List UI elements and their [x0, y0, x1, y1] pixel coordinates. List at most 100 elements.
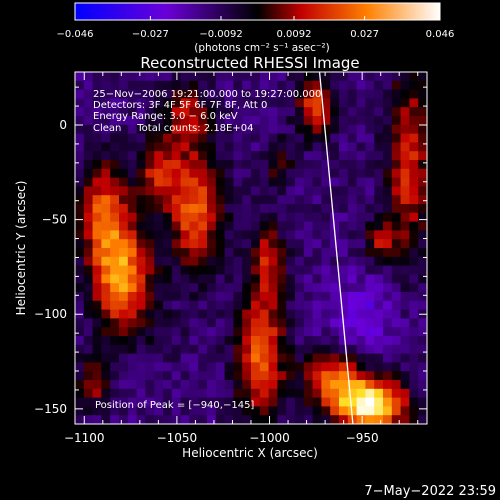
heatmap-cell	[145, 230, 155, 240]
heatmap-cell	[356, 397, 366, 407]
heatmap-cell	[339, 300, 349, 311]
heatmap-cell	[268, 160, 278, 170]
heatmap-cell	[418, 318, 427, 328]
heatmap-cell	[286, 89, 296, 99]
heatmap-cell	[180, 344, 190, 355]
heatmap-cell	[233, 265, 243, 275]
heatmap-cell	[171, 309, 182, 319]
heatmap-cell	[83, 230, 94, 240]
heatmap-cell	[180, 160, 190, 170]
heatmap-cell	[207, 133, 217, 143]
heatmap-cell	[224, 371, 234, 381]
heatmap-cell	[268, 239, 278, 249]
heatmap-cell	[383, 265, 393, 275]
heatmap-cell	[154, 177, 164, 187]
heatmap-cell	[303, 186, 314, 196]
heatmap-cell	[224, 195, 234, 205]
heatmap-cell	[75, 248, 85, 258]
heatmap-cell	[374, 362, 384, 372]
heatmap-cell	[233, 283, 243, 293]
heatmap-cell	[268, 195, 278, 205]
heatmap-cell	[163, 380, 173, 390]
heatmap-cell	[330, 142, 340, 152]
heatmap-cell	[418, 177, 427, 187]
heatmap-cell	[224, 142, 234, 152]
heatmap-cell	[374, 239, 384, 249]
heatmap-cell	[189, 265, 199, 275]
heatmap-cell	[400, 406, 410, 416]
heatmap-cell	[145, 265, 155, 275]
heatmap-cell	[374, 336, 384, 346]
heatmap-cell	[356, 230, 366, 240]
heatmap-cell	[312, 80, 322, 91]
heatmap-cell	[295, 327, 305, 337]
heatmap-cell	[268, 142, 278, 152]
heatmap-cell	[383, 292, 393, 302]
heatmap-cell	[92, 239, 102, 249]
heatmap-cell	[303, 98, 314, 108]
heatmap-cell	[330, 380, 340, 390]
heatmap-cell	[286, 177, 296, 187]
heatmap-cell	[92, 80, 102, 91]
heatmap-cell	[224, 124, 234, 135]
heatmap-cell	[400, 362, 410, 372]
heatmap-cell	[303, 160, 314, 170]
heatmap-cell	[321, 107, 331, 117]
heatmap-cell	[347, 397, 358, 407]
heatmap-cell	[101, 327, 111, 337]
heatmap-cell	[418, 344, 427, 355]
annotation-energy: Energy Range: 3.0 − 6.0 keV	[93, 111, 238, 122]
heatmap-cell	[92, 353, 102, 363]
heatmap-cell	[268, 371, 278, 381]
heatmap-cell	[154, 283, 164, 293]
heatmap-cell	[400, 116, 410, 126]
heatmap-cell	[119, 353, 129, 363]
heatmap-cell	[180, 371, 190, 381]
heatmap-cell	[189, 283, 199, 293]
heatmap-cell	[356, 415, 366, 424]
heatmap-cell	[251, 98, 261, 108]
heatmap-cell	[224, 151, 234, 161]
heatmap-cell	[101, 168, 111, 179]
heatmap-cell	[321, 353, 331, 363]
heatmap-cell	[277, 133, 287, 143]
heatmap-cell	[163, 124, 173, 135]
heatmap-cell	[286, 133, 296, 143]
heatmap-cell	[391, 160, 402, 170]
heatmap-cell	[83, 186, 94, 196]
heatmap-cell	[400, 195, 410, 205]
heatmap-cell	[154, 116, 164, 126]
heatmap-cell	[391, 388, 402, 399]
heatmap-cell	[347, 168, 358, 179]
heatmap-cell	[303, 371, 314, 381]
heatmap-cell	[242, 151, 252, 161]
heatmap-cell	[224, 239, 234, 249]
heatmap-cell	[154, 380, 164, 390]
heatmap-cell	[189, 204, 199, 214]
heatmap-cell	[145, 204, 155, 214]
heatmap-cell	[409, 256, 419, 267]
heatmap-cell	[321, 230, 331, 240]
heatmap-cell	[83, 371, 94, 381]
heatmap-cell	[339, 415, 349, 424]
heatmap-cell	[189, 274, 199, 284]
heatmap-cell	[286, 274, 296, 284]
heatmap-cell	[163, 195, 173, 205]
heatmap-cell	[286, 344, 296, 355]
heatmap-cell	[339, 142, 349, 152]
heatmap-cell	[268, 107, 278, 117]
heatmap-cell	[136, 80, 146, 91]
heatmap-cell	[119, 300, 129, 311]
heatmap-cell	[189, 98, 199, 108]
heatmap-cell	[92, 72, 102, 82]
heatmap-cell	[127, 336, 138, 346]
heatmap-cell	[119, 388, 129, 399]
heatmap-cell	[391, 415, 402, 424]
heatmap-cell	[330, 256, 340, 267]
heatmap-cell	[233, 116, 243, 126]
heatmap-cell	[409, 327, 419, 337]
heatmap-cell	[119, 168, 129, 179]
heatmap-cell	[163, 327, 173, 337]
heatmap-cell	[295, 371, 305, 381]
heatmap-cell	[268, 406, 278, 416]
